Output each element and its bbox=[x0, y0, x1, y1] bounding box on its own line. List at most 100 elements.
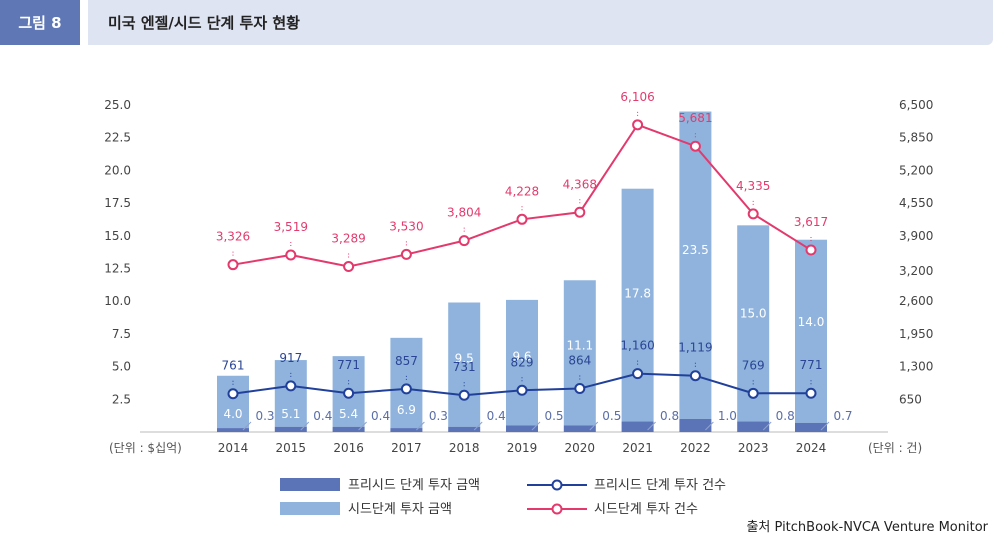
pre-seed-value-label: 0.3 bbox=[255, 409, 274, 423]
pre-seed-leader bbox=[705, 421, 714, 431]
seed-value-label: 9.6 bbox=[512, 349, 531, 363]
x-axis-tick: 2022 bbox=[680, 441, 711, 455]
left-axis-tick: 2.5 bbox=[112, 392, 131, 406]
left-axis-tick: 15.0 bbox=[104, 229, 131, 243]
legend-label-pre-seed-bar: 프리시드 단계 투자 금액 bbox=[348, 478, 480, 493]
pre-seed-count-point bbox=[285, 380, 297, 392]
pre-seed-leader bbox=[473, 421, 483, 431]
pre-seed-bar bbox=[217, 428, 249, 432]
pre-seed-count-value-label: 731 bbox=[453, 360, 476, 374]
legend-swatch-seed-bar bbox=[280, 502, 340, 515]
pre-seed-count-value-label: 771 bbox=[337, 358, 360, 372]
right-axis-tick: 1,300 bbox=[899, 360, 933, 374]
x-axis-tick: 2017 bbox=[391, 441, 422, 455]
seed-value-label: 5.1 bbox=[281, 407, 300, 421]
pre-seed-bar bbox=[274, 426, 307, 432]
pre-seed-count-point bbox=[458, 389, 470, 401]
x-axis-tick: 2018 bbox=[449, 441, 480, 455]
pre-seed-bar bbox=[621, 421, 654, 432]
pre-seed-count-point bbox=[227, 388, 239, 400]
pre-seed-count-value-label: 917 bbox=[279, 351, 302, 365]
seed-count-value-label: 3,804 bbox=[447, 206, 481, 220]
seed-count-point bbox=[805, 244, 817, 256]
right-axis-tick: 5,850 bbox=[899, 131, 933, 145]
right-axis-tick: 3,200 bbox=[899, 264, 933, 278]
seed-count-point bbox=[400, 248, 412, 260]
pre-seed-leader bbox=[242, 421, 252, 431]
x-axis-tick: 2024 bbox=[796, 441, 827, 455]
pre-seed-bar bbox=[448, 426, 481, 432]
seed-count-value-label: 3,519 bbox=[274, 220, 308, 234]
x-axis-tick: 2023 bbox=[738, 441, 769, 455]
seed-value-label: 23.5 bbox=[682, 243, 709, 257]
seed-count-value-label: 3,617 bbox=[794, 215, 828, 229]
x-axis-tick: 2021 bbox=[622, 441, 653, 455]
pre-seed-value-label: 0.4 bbox=[487, 409, 506, 423]
pre-seed-value-label: 0.4 bbox=[313, 409, 332, 423]
pre-seed-count-value-label: 761 bbox=[222, 359, 245, 373]
seed-bar bbox=[563, 280, 596, 426]
source-note: 출처 PitchBook-NVCA Venture Monitor bbox=[746, 520, 988, 535]
pre-seed-leader bbox=[762, 421, 772, 431]
left-axis-tick: 12.5 bbox=[104, 262, 131, 276]
seed-count-value-label: 5,681 bbox=[678, 111, 712, 125]
pre-seed-count-point bbox=[516, 384, 528, 396]
title-bar: 미국 엔젤/시드 단계 투자 현황 bbox=[88, 0, 993, 45]
seed-bar bbox=[274, 360, 307, 427]
seed-count-point bbox=[747, 208, 759, 220]
right-axis-tick: 1,950 bbox=[899, 327, 933, 341]
seed-bar bbox=[621, 188, 654, 422]
seed-count-point bbox=[516, 213, 528, 225]
pre-seed-count-point bbox=[747, 387, 759, 399]
left-axis-tick: 20.0 bbox=[104, 163, 131, 177]
pre-seed-value-label: 0.5 bbox=[602, 409, 621, 423]
pre-seed-value-label: 0.8 bbox=[660, 409, 679, 423]
pre-seed-count-value-label: 829 bbox=[511, 355, 534, 369]
seed-count-point bbox=[285, 249, 297, 261]
legend-marker-seed-line bbox=[551, 503, 563, 515]
seed-value-label: 14.0 bbox=[798, 315, 825, 329]
pre-seed-count-point bbox=[689, 370, 701, 382]
seed-value-label: 9.5 bbox=[455, 351, 474, 365]
pre-seed-bar bbox=[795, 422, 827, 432]
pre-seed-count-point bbox=[574, 383, 586, 395]
right-axis-tick: 650 bbox=[899, 392, 922, 406]
pre-seed-bar bbox=[390, 428, 423, 432]
pre-seed-count-value-label: 769 bbox=[742, 358, 765, 372]
right-axis-tick: 3,900 bbox=[899, 229, 933, 243]
pre-seed-leader bbox=[589, 421, 599, 431]
x-axis-tick: 2015 bbox=[276, 441, 307, 455]
seed-bar bbox=[448, 302, 481, 427]
seed-count-value-label: 3,530 bbox=[389, 219, 423, 233]
seed-count-point bbox=[574, 206, 586, 218]
pre-seed-leader bbox=[300, 421, 310, 431]
pre-seed-leader bbox=[647, 421, 656, 431]
legend-label-seed-bar: 시드단계 투자 금액 bbox=[348, 502, 452, 517]
right-axis-tick: 5,200 bbox=[899, 163, 933, 177]
pre-seed-bar bbox=[506, 425, 538, 432]
seed-count-point bbox=[343, 261, 355, 273]
legend-label-pre-seed-line: 프리시드 단계 투자 건수 bbox=[594, 478, 726, 493]
pre-seed-count-point bbox=[632, 368, 644, 380]
seed-count-point bbox=[689, 140, 701, 152]
pre-seed-bar bbox=[737, 421, 770, 432]
pre-seed-count-point bbox=[400, 383, 412, 395]
seed-count-point bbox=[632, 119, 644, 131]
seed-value-label: 15.0 bbox=[740, 307, 767, 321]
legend-label-seed-line: 시드단계 투자 건수 bbox=[594, 502, 698, 517]
seed-count-value-label: 4,368 bbox=[563, 177, 597, 191]
legend-swatch-pre-seed-bar bbox=[280, 478, 340, 491]
figure-header: 그림 8 미국 엔젤/시드 단계 투자 현황 bbox=[0, 0, 993, 45]
pre-seed-value-label: 1.0 bbox=[718, 409, 737, 423]
pre-seed-count-point bbox=[805, 387, 817, 399]
pre-seed-value-label: 0.3 bbox=[429, 409, 448, 423]
right-axis-tick: 4,550 bbox=[899, 196, 933, 210]
left-axis-tick: 22.5 bbox=[104, 131, 131, 145]
pre-seed-count-point bbox=[343, 387, 355, 399]
pre-seed-count-value-label: 1,119 bbox=[678, 341, 712, 355]
seed-count-value-label: 3,289 bbox=[331, 232, 365, 246]
pre-seed-leader bbox=[358, 421, 367, 431]
seed-bar bbox=[390, 337, 423, 429]
seed-count-point bbox=[227, 259, 239, 271]
